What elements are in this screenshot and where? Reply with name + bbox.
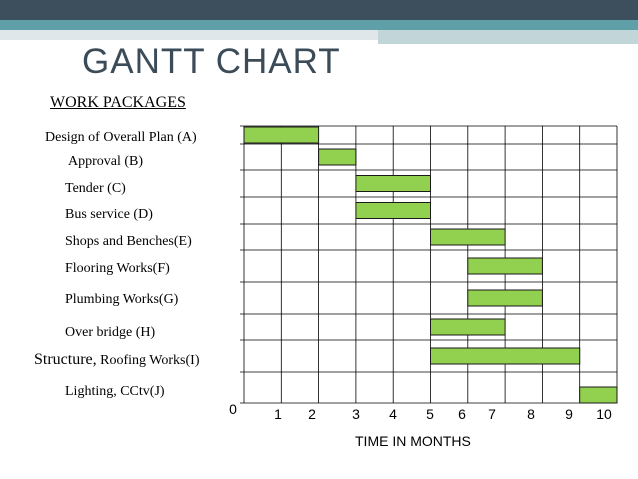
x-tick-label: 0: [229, 401, 237, 417]
task-label-g: Plumbing Works(G): [65, 292, 179, 307]
gantt-bar: [579, 386, 618, 404]
gantt-bar: [467, 257, 543, 275]
x-tick-label: 9: [565, 406, 573, 422]
x-tick-label: 10: [596, 406, 612, 422]
task-label-j: Lighting, CCtv(J): [65, 384, 165, 399]
header-dark-band: [0, 0, 638, 20]
header-accent-tab: [378, 30, 638, 44]
task-label-f: Flooring Works(F): [65, 261, 170, 276]
gantt-bar: [318, 148, 357, 166]
gantt-bar: [430, 228, 506, 246]
x-tick-label: 2: [308, 406, 316, 422]
task-label-h: Over bridge (H): [65, 325, 156, 340]
page-title: GANTT CHART: [82, 42, 341, 81]
task-label-d: Bus service (D): [65, 207, 153, 222]
x-axis-label: TIME IN MONTHS: [355, 433, 471, 449]
task-label-i: Structure, Roofing Works(I): [34, 351, 199, 369]
task-label-i-text: Roofing Works(I): [100, 353, 200, 368]
gantt-bar: [467, 289, 543, 307]
x-tick-label: 1: [274, 406, 282, 422]
header-light-band: [0, 30, 638, 40]
x-tick-label: 3: [352, 406, 360, 422]
gantt-bar: [355, 202, 431, 219]
x-tick-label: 4: [389, 406, 397, 422]
gantt-bar: [430, 318, 506, 336]
gantt-bar: [243, 126, 320, 144]
header-teal-band: [0, 20, 638, 30]
x-tick-label: 8: [527, 406, 535, 422]
x-tick-label: 7: [488, 406, 496, 422]
task-label-i-prefix: Structure,: [34, 351, 97, 368]
task-label-c: Tender (C): [65, 181, 126, 196]
x-tick-label: 5: [426, 406, 434, 422]
task-label-a: Design of Overall Plan (A): [45, 130, 197, 145]
gantt-bar: [430, 347, 581, 365]
task-label-b: Approval (B): [68, 154, 144, 169]
work-packages-heading: WORK PACKAGES: [50, 94, 186, 111]
task-label-e: Shops and Benches(E): [65, 234, 192, 249]
gantt-bar: [355, 175, 431, 192]
x-tick-label: 6: [458, 406, 466, 422]
